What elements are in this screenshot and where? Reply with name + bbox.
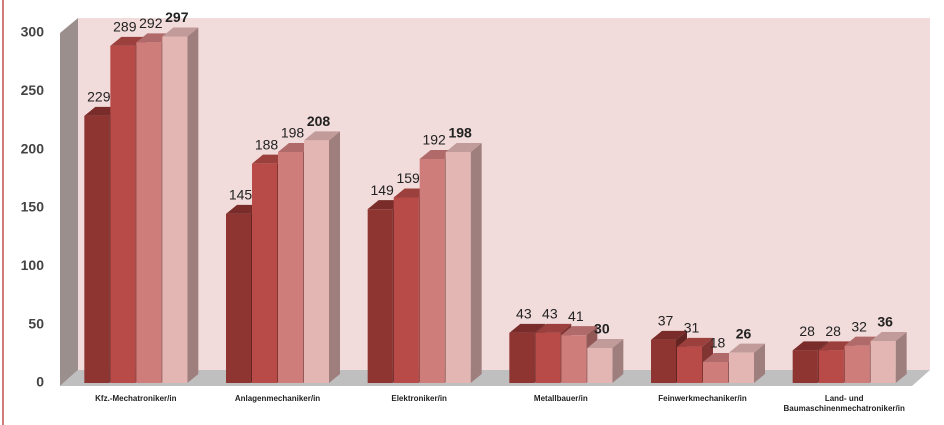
bar-top	[561, 326, 598, 336]
y-tick-label: 200	[21, 140, 45, 156]
value-label: 18	[710, 335, 726, 351]
value-label: 31	[684, 320, 700, 336]
x-tick-label: Land- und Baumaschinenmechatroniker/in	[783, 394, 905, 413]
bar	[445, 152, 471, 383]
value-label: 30	[594, 321, 610, 337]
y-tick-label: 150	[21, 199, 45, 215]
value-label: 28	[799, 323, 815, 339]
bar-side	[329, 131, 340, 383]
value-label: 28	[825, 323, 841, 339]
x-tick-label: Anlagenmechaniker/in	[234, 394, 321, 403]
y-tick-label: 50	[28, 315, 44, 331]
bar-top	[535, 323, 572, 333]
x-tick-label: Feinwerkmechaniker/in	[658, 394, 747, 403]
bar-side	[895, 332, 907, 383]
bar-top	[729, 343, 765, 353]
bar-top	[445, 143, 482, 152]
value-label: 208	[307, 113, 331, 129]
y-tick-label: 0	[36, 374, 44, 390]
bar	[509, 332, 535, 383]
value-label: 149	[370, 182, 394, 198]
bar	[844, 345, 870, 383]
value-label: 297	[165, 9, 189, 25]
x-tick-label: Elektroniker/in	[391, 394, 447, 403]
value-label: 43	[542, 306, 558, 322]
bar-side	[187, 27, 199, 383]
value-label: 32	[851, 318, 867, 334]
x-tick-label: Metallbauer/in	[533, 394, 588, 403]
bar	[278, 152, 303, 383]
bar	[162, 36, 188, 383]
y-tick-label: 300	[21, 24, 45, 40]
bar	[84, 115, 110, 383]
bar-top	[870, 332, 907, 341]
bar	[226, 213, 251, 383]
bar-top	[792, 341, 829, 351]
bar	[136, 42, 162, 383]
bar	[729, 352, 754, 383]
value-label: 289	[113, 19, 137, 35]
bar	[677, 346, 702, 383]
value-label: 159	[396, 170, 420, 186]
bar-side	[612, 339, 624, 383]
bar	[818, 350, 844, 383]
bar	[419, 159, 445, 383]
bar-top	[651, 330, 687, 340]
bar	[393, 197, 419, 383]
bar	[304, 140, 329, 383]
value-label: 43	[516, 306, 532, 322]
bar-top	[677, 337, 713, 347]
bar	[587, 348, 613, 383]
bar	[870, 341, 896, 383]
value-label: 192	[422, 132, 446, 148]
value-label: 41	[568, 308, 584, 324]
value-label: 198	[448, 125, 472, 141]
bar	[703, 362, 728, 383]
value-label: 36	[877, 314, 893, 330]
bar-top	[162, 27, 199, 37]
y-tick-label: 100	[21, 257, 45, 273]
bar-side	[470, 143, 482, 383]
value-label: 145	[229, 187, 253, 203]
value-label: 229	[87, 89, 111, 105]
value-label: 37	[658, 313, 674, 329]
bar-side	[754, 343, 765, 383]
bar-top	[304, 131, 340, 141]
bar-top	[509, 323, 546, 333]
side-wall	[60, 18, 78, 386]
bar	[252, 163, 277, 383]
back-wall	[78, 18, 930, 370]
bar	[367, 209, 393, 383]
bar	[561, 335, 587, 383]
value-label: 198	[281, 125, 305, 141]
bar	[792, 350, 818, 383]
bar	[535, 332, 561, 383]
value-label: 292	[139, 15, 163, 31]
bar-top	[587, 339, 624, 348]
x-tick-label: Kfz.-Mechatroniker/in	[95, 394, 177, 403]
bar	[651, 339, 676, 383]
value-label: 26	[736, 325, 752, 341]
y-tick-label: 250	[21, 82, 45, 98]
value-label: 188	[255, 136, 279, 152]
bar	[110, 45, 136, 383]
